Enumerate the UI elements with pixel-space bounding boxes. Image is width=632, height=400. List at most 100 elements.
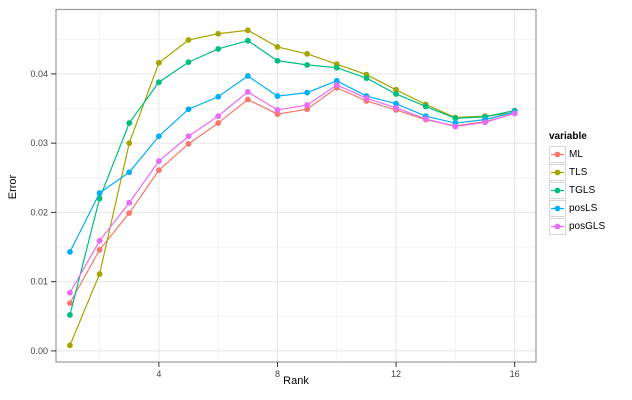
data-point-posGLS (482, 119, 488, 126)
data-point-posGLS (67, 289, 73, 296)
data-point-ML (96, 246, 103, 253)
data-point-posGLS (244, 89, 251, 95)
legend-title: variable (549, 131, 587, 142)
y-tick-label: 0.04 (30, 69, 48, 79)
x-axis-title: Rank (283, 375, 309, 387)
data-point-posGLS (304, 102, 311, 108)
data-point-TGLS (363, 75, 370, 81)
data-point-TGLS (393, 91, 399, 97)
legend-item-TLS: TLS (549, 164, 605, 181)
legend-key-TLS (549, 164, 566, 181)
data-point-TGLS (274, 57, 281, 64)
y-tick-label: 0.01 (30, 277, 48, 287)
legend-item-TGLS: TGLS (549, 182, 605, 199)
legend-label-posLS: posLS (569, 203, 598, 214)
legend-key-glyph (551, 151, 564, 158)
data-point-TGLS (244, 37, 251, 44)
data-point-TLS (393, 86, 399, 93)
legend-items: ML TLS TGLS posLS posGLS (549, 146, 605, 235)
data-point-TGLS (67, 312, 73, 318)
data-point-TLS (126, 140, 133, 147)
data-point-posGLS (215, 113, 222, 120)
data-point-posLS (244, 73, 251, 79)
data-point-TLS (274, 43, 281, 50)
data-point-posGLS (393, 104, 399, 111)
legend-label-TLS: TLS (569, 167, 588, 178)
data-point-TGLS (155, 79, 162, 86)
data-point-posGLS (274, 107, 281, 113)
data-point-TLS (215, 30, 222, 37)
legend-label-ML: ML (569, 149, 583, 160)
legend: variable ML TLS TGLS posLS posGLS (549, 131, 605, 236)
data-point-TLS (304, 50, 311, 57)
data-point-posGLS (422, 116, 429, 122)
data-point-ML (185, 140, 192, 147)
data-point-posGLS (185, 133, 192, 140)
y-tick-label: 0.02 (30, 207, 48, 217)
data-point-TLS (155, 59, 162, 66)
data-point-posLS (185, 106, 192, 113)
data-point-TLS (96, 271, 103, 277)
panel-border (55, 8, 537, 363)
data-point-posGLS (511, 110, 518, 117)
data-point-posLS (215, 93, 222, 100)
x-tick-label: 16 (510, 369, 520, 379)
data-point-ML (67, 300, 73, 307)
data-point-ML (215, 120, 222, 126)
data-point-TGLS (215, 46, 222, 52)
y-tick-label: 0.00 (30, 346, 48, 356)
data-point-posLS (96, 190, 103, 196)
data-point-TGLS (185, 59, 192, 66)
legend-item-ML: ML (549, 146, 605, 163)
data-point-posLS (126, 169, 133, 176)
data-point-TLS (67, 342, 73, 349)
data-point-posLS (333, 77, 340, 84)
data-point-posGLS (126, 199, 133, 206)
data-point-posLS (274, 93, 281, 99)
legend-key-glyph (551, 169, 564, 176)
data-point-posLS (304, 89, 311, 96)
data-point-posGLS (333, 82, 340, 88)
data-point-TGLS (333, 64, 340, 71)
data-point-posLS (155, 133, 162, 140)
legend-label-TGLS: TGLS (569, 185, 596, 196)
legend-key-glyph (551, 187, 564, 194)
data-point-ML (126, 210, 133, 217)
data-point-ML (274, 111, 281, 117)
legend-item-posGLS: posGLS (549, 218, 605, 235)
legend-item-posLS: posLS (549, 200, 605, 217)
data-point-posGLS (96, 237, 103, 244)
data-point-ML (155, 167, 162, 174)
legend-label-posGLS: posGLS (569, 221, 606, 232)
legend-key-glyph (551, 205, 564, 212)
data-point-TLS (244, 27, 251, 34)
data-point-TGLS (422, 103, 429, 110)
data-point-posGLS (452, 123, 459, 130)
data-point-posGLS (363, 95, 370, 102)
legend-key-posGLS (549, 218, 566, 235)
y-axis-title: Error (7, 174, 19, 200)
data-point-ML (304, 106, 311, 113)
data-point-posGLS (155, 158, 162, 165)
y-tick-label: 0.03 (30, 138, 48, 148)
legend-key-posLS (549, 200, 566, 217)
x-tick-label: 4 (156, 369, 161, 379)
series-line-posGLS (69, 84, 515, 294)
data-point-TGLS (452, 115, 459, 122)
data-point-posLS (393, 100, 399, 107)
legend-key-ML (549, 146, 566, 163)
legend-key-glyph (551, 223, 564, 230)
legend-key-TGLS (549, 182, 566, 199)
series-line-TGLS (69, 40, 515, 316)
data-point-ML (244, 96, 251, 103)
data-point-posLS (67, 248, 73, 255)
x-tick-label: 12 (391, 369, 401, 379)
panel-background (56, 9, 536, 362)
series-line-posLS (69, 75, 515, 253)
data-point-TGLS (126, 120, 133, 126)
data-point-TGLS (304, 62, 311, 68)
x-tick-label: 8 (275, 369, 280, 379)
data-point-TLS (185, 37, 192, 43)
